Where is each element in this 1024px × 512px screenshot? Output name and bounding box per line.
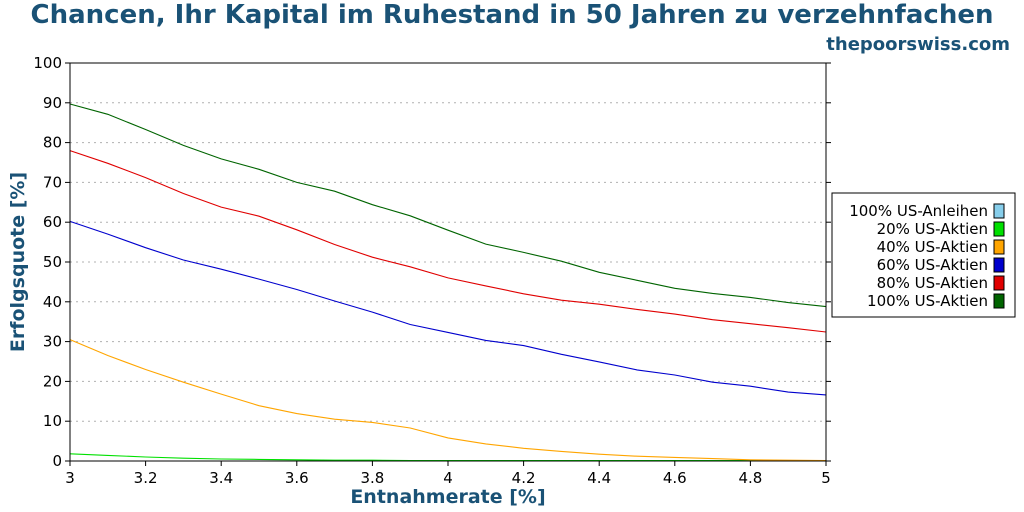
y-tick-label: 100 <box>33 54 62 72</box>
x-tick-label: 3.2 <box>134 469 158 487</box>
series-line-1 <box>69 453 827 462</box>
legend-label: 80% US-Aktien <box>877 274 988 292</box>
y-axis-label: Erfolgsquote [%] <box>7 172 29 352</box>
x-tick-label: 3 <box>65 469 75 487</box>
legend-swatch <box>993 275 1005 291</box>
x-tick-label: 3.4 <box>209 469 233 487</box>
legend-label: 100% US-Aktien <box>867 292 988 310</box>
series-line-3 <box>69 220 827 396</box>
x-tick-label: 4.4 <box>587 469 611 487</box>
series-lines <box>69 103 827 462</box>
legend-label: 40% US-Aktien <box>877 238 988 256</box>
legend-label: 60% US-Aktien <box>877 256 988 274</box>
series-line-5 <box>69 103 827 308</box>
legend-label: 20% US-Aktien <box>877 220 988 238</box>
y-tick-label: 60 <box>43 213 62 231</box>
y-tick-label: 30 <box>43 333 62 351</box>
x-tick-label: 4.8 <box>738 469 762 487</box>
x-tick-label: 3.8 <box>360 469 384 487</box>
y-tick-label: 0 <box>52 452 62 470</box>
x-axis-label: Entnahmerate [%] <box>350 486 545 508</box>
y-tick-label: 80 <box>43 134 62 152</box>
x-tick-label: 5 <box>821 469 831 487</box>
legend-swatch <box>993 293 1005 309</box>
legend-swatch <box>993 221 1005 237</box>
legend-swatch <box>993 203 1005 219</box>
axis-ticks: 0 10 20 30 40 50 60 70 80 90 100 3 3.2 3.4 3.6 3.8 4 4.2 4… <box>33 54 831 487</box>
series-line-4 <box>69 150 827 333</box>
y-tick-label: 40 <box>43 293 62 311</box>
x-tick-label: 4.2 <box>512 469 536 487</box>
x-tick-label: 4 <box>443 469 453 487</box>
series-line-2 <box>69 339 827 462</box>
chart-title: Chancen, Ihr Kapital im Ruhestand in 50 … <box>30 0 994 30</box>
y-tick-label: 10 <box>43 412 62 430</box>
grid <box>70 62 826 462</box>
legend-swatch <box>993 239 1005 255</box>
y-tick-label: 50 <box>43 253 62 271</box>
x-tick-label: 4.6 <box>663 469 687 487</box>
x-tick-label: 3.6 <box>285 469 309 487</box>
y-tick-label: 70 <box>43 173 62 191</box>
legend-swatch <box>993 257 1005 273</box>
source-label: thepoorswiss.com <box>826 34 1010 55</box>
y-tick-label: 20 <box>43 372 62 390</box>
legend-label: 100% US-Anleihen <box>849 202 988 220</box>
legend-box <box>831 192 1016 318</box>
y-tick-label: 90 <box>43 94 62 112</box>
